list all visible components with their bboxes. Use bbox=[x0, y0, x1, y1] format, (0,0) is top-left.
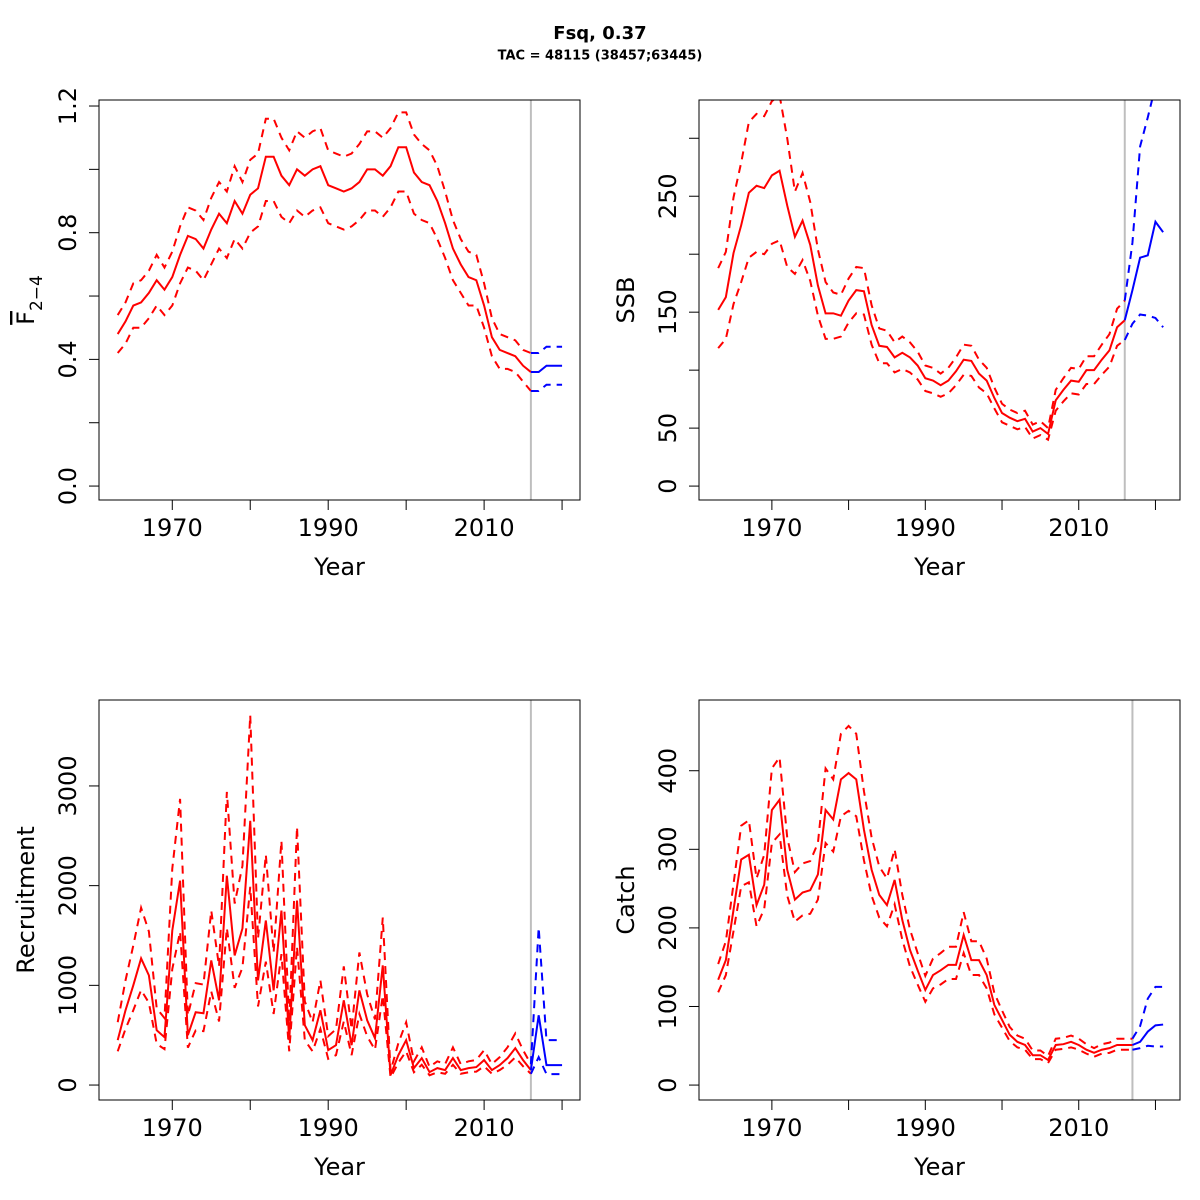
y-axis-title-main: F bbox=[12, 311, 40, 325]
confidence-line bbox=[717, 809, 1133, 1065]
y-tick-label: 1.2 bbox=[54, 87, 82, 125]
x-tick-label: 2010 bbox=[454, 1114, 515, 1142]
chart-subtitle: TAC = 48115 (38457;63445) bbox=[498, 49, 703, 64]
x-axis-title: Year bbox=[913, 553, 965, 581]
confidence-line bbox=[1123, 313, 1164, 341]
panel: 1970 1990 2010 0.0 0.4 0.8 1.2 Year F2−4 bbox=[12, 87, 581, 581]
y-tick-label: 3000 bbox=[54, 755, 82, 816]
panel: 1970 1990 2010 0 50 150 250 Year SSB bbox=[612, 99, 1181, 581]
x-tick-label: 2010 bbox=[1048, 1114, 1109, 1142]
estimate-line bbox=[530, 364, 563, 374]
x-tick-label: 1990 bbox=[298, 1114, 359, 1142]
estimate-line bbox=[116, 146, 532, 373]
y-axis-title: SSB bbox=[612, 277, 640, 324]
estimate-line bbox=[717, 169, 1126, 436]
confidence-line bbox=[717, 724, 1133, 1058]
confidence-line bbox=[529, 1054, 563, 1076]
x-tick-label: 2010 bbox=[1048, 514, 1109, 542]
y-axis-title-subscript: 2−4 bbox=[27, 275, 47, 311]
x-axis-title: Year bbox=[313, 553, 365, 581]
x-tick-label: 1990 bbox=[895, 1114, 956, 1142]
y-axis-title: Recruitment bbox=[12, 826, 40, 973]
y-tick-label: 0.4 bbox=[54, 340, 82, 378]
y-tick-label: 250 bbox=[654, 173, 682, 219]
plot-frame bbox=[698, 99, 1181, 501]
x-tick-label: 1970 bbox=[142, 514, 203, 542]
estimate-line bbox=[1132, 1023, 1164, 1046]
y-tick-label: 0 bbox=[654, 1077, 682, 1092]
y-axis-title: F2−4 bbox=[12, 275, 47, 325]
x-tick-label: 1990 bbox=[298, 514, 359, 542]
x-tick-label: 1970 bbox=[741, 1114, 802, 1142]
estimate-line bbox=[717, 771, 1133, 1062]
confidence-line bbox=[116, 886, 532, 1082]
y-tick-label: 100 bbox=[654, 984, 682, 1030]
confidence-line bbox=[1131, 985, 1164, 1040]
x-axis-title: Year bbox=[913, 1153, 965, 1181]
y-tick-label: 0.8 bbox=[54, 214, 82, 252]
estimate-line bbox=[1123, 219, 1164, 321]
y-tick-label: 400 bbox=[654, 748, 682, 794]
confidence-line bbox=[1123, 100, 1154, 301]
x-axis-title: Year bbox=[313, 1153, 365, 1181]
y-tick-label: 0.0 bbox=[54, 467, 82, 505]
confidence-line bbox=[116, 715, 532, 1072]
confidence-line bbox=[530, 345, 563, 355]
y-tick-label: 200 bbox=[654, 905, 682, 951]
confidence-line bbox=[529, 927, 563, 1065]
confidence-line bbox=[717, 100, 1126, 431]
y-tick-label: 300 bbox=[654, 826, 682, 872]
y-tick-label: 150 bbox=[654, 289, 682, 335]
confidence-line bbox=[530, 383, 563, 393]
confidence-line bbox=[116, 190, 532, 392]
plot-frame bbox=[98, 699, 581, 1101]
plot-frame bbox=[98, 99, 581, 501]
y-axis-title: Catch bbox=[612, 865, 640, 934]
x-tick-label: 1990 bbox=[895, 514, 956, 542]
x-tick-label: 2010 bbox=[454, 514, 515, 542]
plot-frame bbox=[698, 699, 1181, 1101]
y-tick-label: 0 bbox=[54, 1077, 82, 1092]
x-tick-label: 1970 bbox=[142, 1114, 203, 1142]
estimate-line bbox=[116, 820, 532, 1076]
confidence-line bbox=[116, 111, 532, 354]
y-tick-label: 0 bbox=[654, 478, 682, 493]
estimate-line bbox=[529, 1015, 563, 1071]
y-tick-label: 1000 bbox=[54, 955, 82, 1016]
x-tick-label: 1970 bbox=[741, 514, 802, 542]
panel: 1970 1990 2010 0 1000 2000 3000 Year Recruitment bbox=[12, 699, 581, 1181]
panel: 1970 1990 2010 0 100 200 300 400 Year Catch bbox=[612, 699, 1181, 1181]
confidence-line bbox=[717, 238, 1126, 442]
confidence-line bbox=[1132, 1044, 1164, 1051]
y-tick-label: 2000 bbox=[54, 855, 82, 916]
chart-title: Fsq, 0.37 bbox=[553, 23, 646, 44]
y-tick-label: 50 bbox=[654, 413, 682, 444]
